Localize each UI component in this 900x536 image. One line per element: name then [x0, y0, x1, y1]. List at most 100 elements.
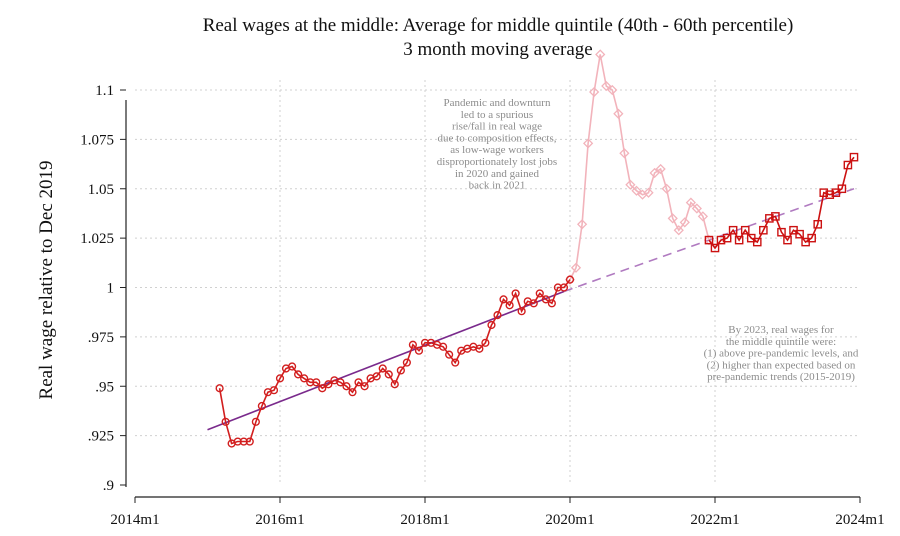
- point-pre-pandemic: [269, 386, 279, 395]
- x-tick-label: 2022m1: [690, 512, 739, 528]
- point-pre-pandemic: [378, 364, 387, 373]
- point-pre-pandemic: [487, 320, 496, 330]
- point-post-pandemic: [843, 160, 853, 170]
- line-pandemic: [569, 54, 710, 280]
- point-pandemic: [655, 163, 666, 175]
- point-pre-pandemic: [312, 378, 321, 387]
- point-post-pandemic: [849, 152, 859, 162]
- point-pre-pandemic: [360, 382, 369, 391]
- point-pre-pandemic: [439, 342, 448, 351]
- point-pandemic: [607, 84, 618, 96]
- point-pre-pandemic: [348, 388, 357, 397]
- point-post-pandemic: [759, 225, 768, 235]
- point-post-pandemic: [728, 225, 738, 235]
- point-post-pandemic: [813, 219, 823, 229]
- y-tick-label: .975: [88, 330, 114, 346]
- point-pre-pandemic: [221, 417, 230, 426]
- point-pre-pandemic: [408, 340, 417, 349]
- point-pre-pandemic: [336, 378, 345, 387]
- y-tick-label: 1.025: [80, 231, 114, 247]
- point-pre-pandemic: [318, 384, 327, 393]
- point-post-pandemic: [704, 235, 714, 245]
- point-post-pandemic: [837, 184, 847, 194]
- y-tick-label: 1.075: [80, 132, 114, 148]
- point-pre-pandemic: [475, 344, 484, 353]
- x-tick-label: 2020m1: [545, 512, 594, 528]
- data-series: [215, 49, 859, 448]
- y-tick-label: 1.1: [95, 83, 114, 99]
- point-pandemic: [631, 185, 642, 196]
- point-pre-pandemic: [245, 437, 254, 446]
- point-pandemic: [697, 211, 709, 222]
- point-pre-pandemic: [414, 346, 424, 355]
- point-post-pandemic: [752, 237, 762, 247]
- y-tick-label: .925: [88, 429, 114, 445]
- point-pandemic: [570, 262, 582, 273]
- point-post-pandemic: [716, 235, 726, 245]
- point-pandemic: [576, 219, 588, 230]
- point-pandemic: [583, 138, 594, 149]
- line-post-pandemic: [708, 156, 855, 250]
- point-pre-pandemic: [239, 437, 248, 446]
- axes: .9 .925 .95 .975 1 1.025 1.05 1.075 1.1 2014m1 201…: [80, 83, 884, 528]
- point-pre-pandemic: [529, 299, 538, 308]
- point-pre-pandemic: [372, 372, 381, 381]
- point-pre-pandemic: [257, 401, 266, 411]
- point-pre-pandemic: [294, 370, 303, 379]
- x-tick-label: 2014m1: [110, 512, 159, 528]
- point-pre-pandemic: [402, 358, 411, 367]
- trend-line-fit: [207, 290, 565, 431]
- point-pre-pandemic: [451, 358, 460, 367]
- point-pre-pandemic: [300, 374, 309, 383]
- gridlines: [135, 80, 860, 485]
- point-post-pandemic: [783, 235, 792, 245]
- point-post-pandemic: [819, 188, 829, 198]
- point-pre-pandemic: [354, 378, 363, 387]
- point-post-pandemic: [740, 225, 750, 235]
- point-pre-pandemic: [535, 289, 544, 298]
- point-pre-pandemic: [215, 384, 224, 393]
- point-post-pandemic: [771, 212, 780, 221]
- point-pre-pandemic: [445, 350, 454, 359]
- point-pre-pandemic: [541, 295, 550, 304]
- point-pre-pandemic: [505, 301, 514, 310]
- y-tick-label: .9: [103, 478, 114, 494]
- point-pre-pandemic: [493, 311, 502, 320]
- point-pandemic: [685, 197, 696, 208]
- y-axis-label: Real wage relative to Dec 2019: [36, 161, 57, 400]
- point-pre-pandemic: [517, 307, 526, 316]
- chart-title: Real wages at the middle: Average for mi…: [203, 15, 794, 36]
- x-tick-label: 2018m1: [400, 512, 449, 528]
- line-pre-pandemic: [218, 279, 571, 445]
- point-pre-pandemic: [547, 299, 556, 308]
- point-pandemic: [595, 49, 606, 60]
- point-pre-pandemic: [481, 338, 490, 347]
- point-post-pandemic: [795, 229, 804, 239]
- point-post-pandemic: [722, 233, 732, 243]
- point-pre-pandemic: [553, 283, 562, 292]
- point-pre-pandemic: [511, 289, 520, 298]
- y-tick-label: 1.05: [88, 182, 114, 198]
- point-pre-pandemic: [233, 437, 242, 446]
- point-pre-pandemic: [275, 374, 285, 383]
- point-pandemic: [691, 203, 702, 214]
- point-pandemic: [589, 86, 600, 98]
- point-pandemic: [667, 213, 678, 224]
- x-tick-label: 2024m1: [835, 512, 884, 528]
- point-pandemic: [625, 179, 636, 190]
- point-pandemic: [601, 80, 612, 92]
- point-pre-pandemic: [251, 417, 260, 426]
- point-pre-pandemic: [288, 362, 297, 371]
- annotation-pandemic: Pandemic and downturn led to a spurious ri…: [437, 97, 557, 192]
- point-post-pandemic: [807, 233, 816, 243]
- point-pandemic: [649, 167, 660, 179]
- annotation-2023: By 2023, real wages for the middle quinti…: [704, 324, 859, 383]
- point-post-pandemic: [825, 190, 835, 199]
- annotations: Pandemic and downturn led to a spurious ri…: [437, 97, 859, 383]
- point-post-pandemic: [765, 214, 774, 223]
- point-pre-pandemic: [342, 382, 351, 391]
- point-pre-pandemic: [420, 338, 430, 347]
- point-pandemic: [679, 217, 690, 228]
- point-pandemic: [661, 183, 672, 194]
